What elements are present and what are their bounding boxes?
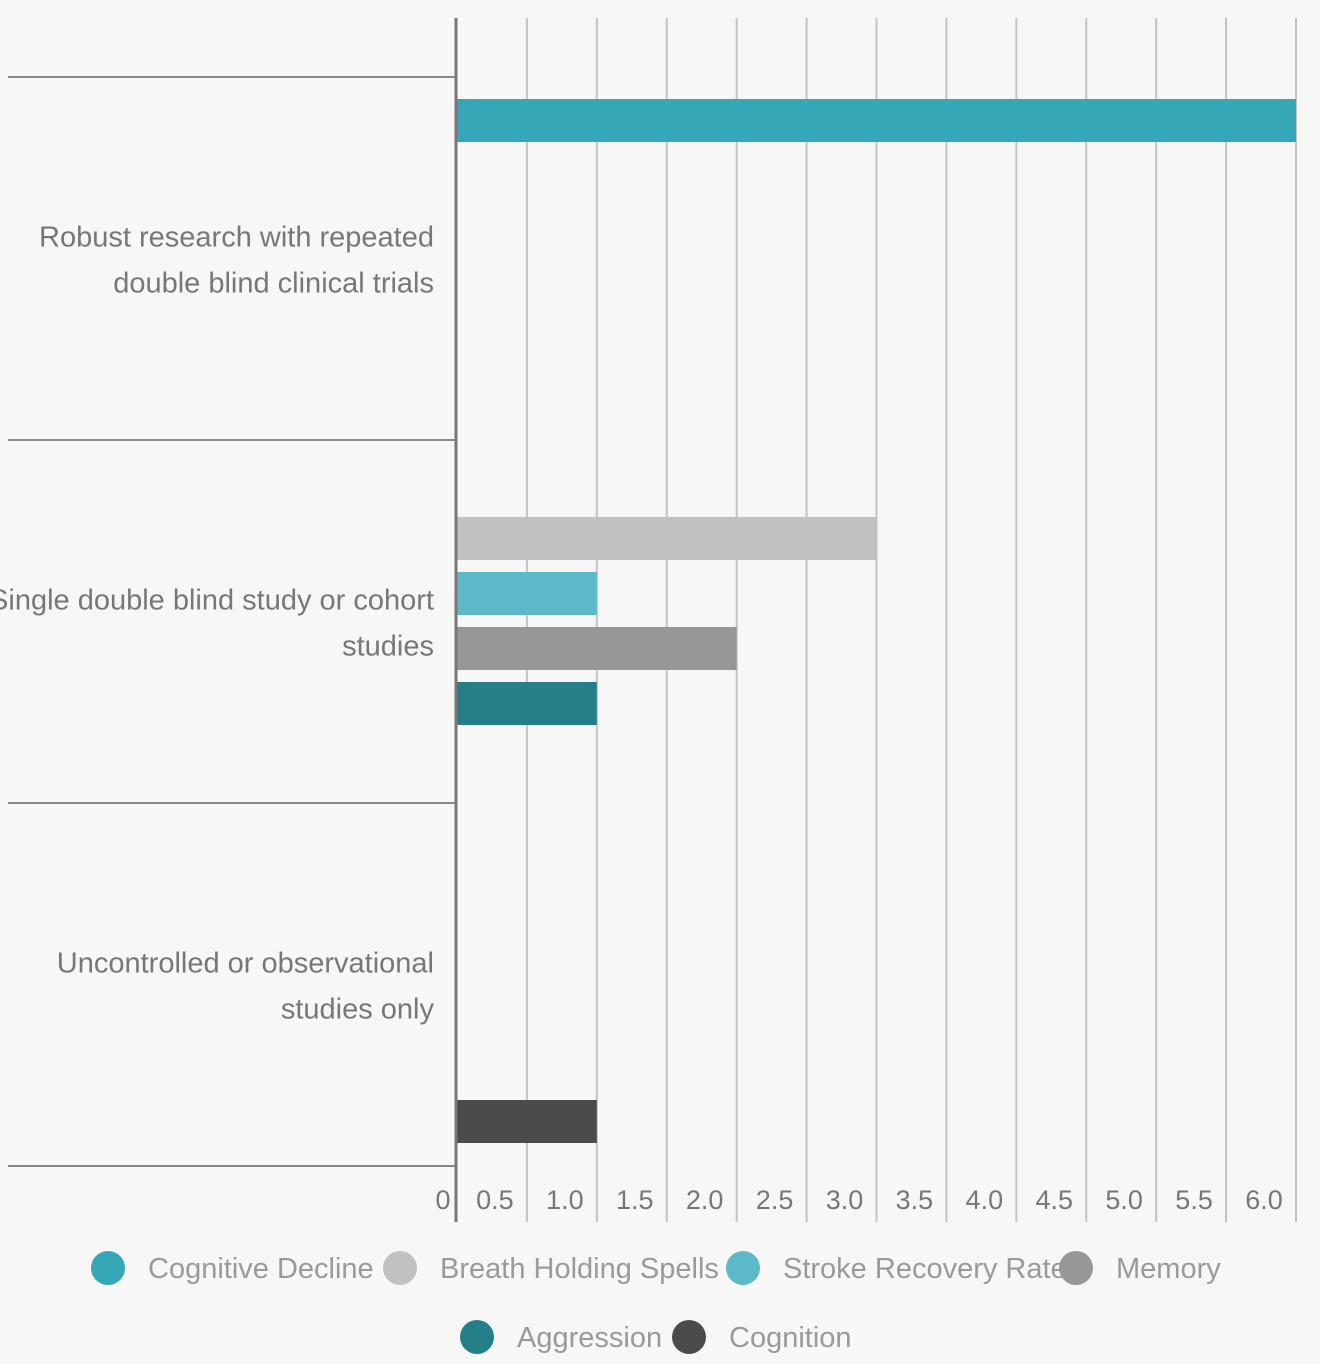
x-tick-label: 2.5 [756, 1185, 794, 1215]
bar-cognition [457, 1100, 597, 1143]
bar-breath-holding-spells [457, 517, 877, 560]
x-tick-label: 6.0 [1245, 1185, 1283, 1215]
legend-swatch [383, 1251, 417, 1285]
bar-stroke-recovery-rate [457, 572, 597, 615]
x-axis-ticks: 0 0.5 1.0 1.5 2.0 2.5 3.0 3.5 4.0 4.5 5.0 5.5 6.0 [435, 1185, 1282, 1215]
legend-swatch [91, 1251, 125, 1285]
x-tick-label: 3.0 [826, 1185, 864, 1215]
x-tick-label: 0 [435, 1185, 450, 1215]
bar-cognitive-decline [457, 99, 1296, 142]
x-tick-label: 0.5 [476, 1185, 514, 1215]
legend-label: Breath Holding Spells [440, 1253, 719, 1285]
legend-label: Aggression [517, 1322, 662, 1354]
x-tick-label: 3.5 [896, 1185, 934, 1215]
x-tick-label: 1.0 [546, 1185, 584, 1215]
category-separators [8, 76, 457, 1167]
legend-label: Cognitive Decline [148, 1253, 374, 1285]
gridlines [525, 18, 1297, 1222]
category-label: Single double blind study or cohort [0, 585, 434, 617]
legend-label: Memory [1116, 1253, 1221, 1285]
x-tick-label: 4.0 [966, 1185, 1004, 1215]
legend-swatch [1059, 1251, 1093, 1285]
legend-swatch [726, 1251, 760, 1285]
legend-label: Cognition [729, 1322, 852, 1354]
legend-swatch [672, 1320, 706, 1354]
legend-label: Stroke Recovery Rate [783, 1253, 1067, 1285]
x-tick-label: 4.5 [1035, 1185, 1073, 1215]
bar-memory [457, 627, 737, 670]
x-tick-label: 5.5 [1175, 1185, 1213, 1215]
category-label: Robust research with repeated [39, 222, 434, 254]
legend: Cognitive Decline Breath Holding Spells St… [91, 1251, 1221, 1354]
x-tick-label: 2.0 [686, 1185, 724, 1215]
category-label: double blind clinical trials [113, 268, 434, 300]
category-label: studies only [281, 994, 435, 1026]
x-tick-label: 5.0 [1105, 1185, 1143, 1215]
category-labels: Robust research with repeated double blin… [0, 222, 434, 1026]
bars [457, 99, 1296, 1143]
category-label: Uncontrolled or observational [57, 948, 434, 980]
x-tick-label: 1.5 [616, 1185, 654, 1215]
bar-aggression [457, 682, 597, 725]
legend-swatch [460, 1320, 494, 1354]
category-label: studies [342, 631, 434, 663]
